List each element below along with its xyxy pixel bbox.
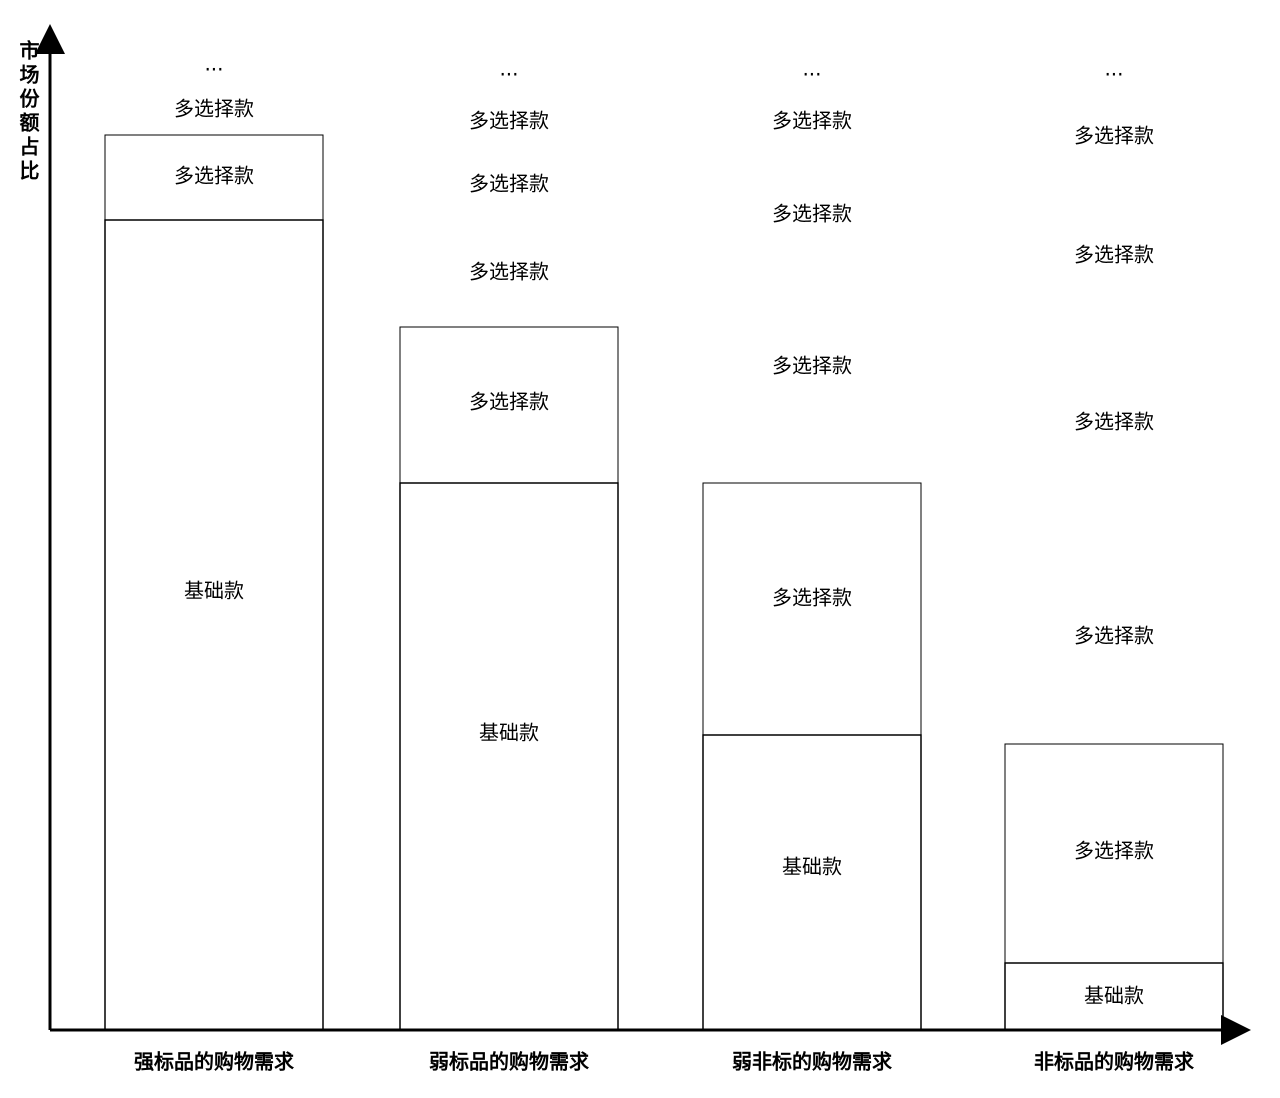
segment-label: ... [1104,57,1123,81]
segment-label: 基础款 [479,721,539,745]
segment-label: 多选择款 [772,354,852,378]
segment-label: 基础款 [1084,984,1144,1008]
segment-label: 多选择款 [469,260,549,284]
segment-label: 多选择款 [469,172,549,196]
segment-label: 多选择款 [772,109,852,133]
category-label: 非标品的购物需求 [1034,1050,1195,1074]
segment-label: 基础款 [184,579,244,603]
category-label: 弱标品的购物需求 [429,1050,590,1074]
segment-label: 多选择款 [469,390,549,414]
segment-label: 多选择款 [469,109,549,133]
segment-label: 基础款 [782,855,842,879]
base-box [104,219,324,1031]
category-label: 弱非标的购物需求 [732,1050,893,1074]
choice-box [702,482,922,736]
base-box [702,734,922,1031]
category-label: 强标品的购物需求 [134,1050,295,1074]
segment-label: 多选择款 [1074,124,1154,148]
segment-label: 多选择款 [1074,410,1154,434]
choice-box [1004,743,1224,964]
segment-label: 多选择款 [772,586,852,610]
segment-label: 多选择款 [174,164,254,188]
base-box [399,482,619,1031]
segment-label: 多选择款 [1074,839,1154,863]
segment-label: 多选择款 [772,202,852,226]
segment-label: ... [499,57,518,81]
y-axis-label: 市场份额占比 [16,40,40,184]
segment-label: 多选择款 [174,97,254,121]
segment-label: ... [802,57,821,81]
segment-label: ... [204,52,223,76]
choice-box [104,134,324,221]
segment-label: 多选择款 [1074,624,1154,648]
segment-label: 多选择款 [1074,243,1154,267]
choice-box [399,326,619,484]
